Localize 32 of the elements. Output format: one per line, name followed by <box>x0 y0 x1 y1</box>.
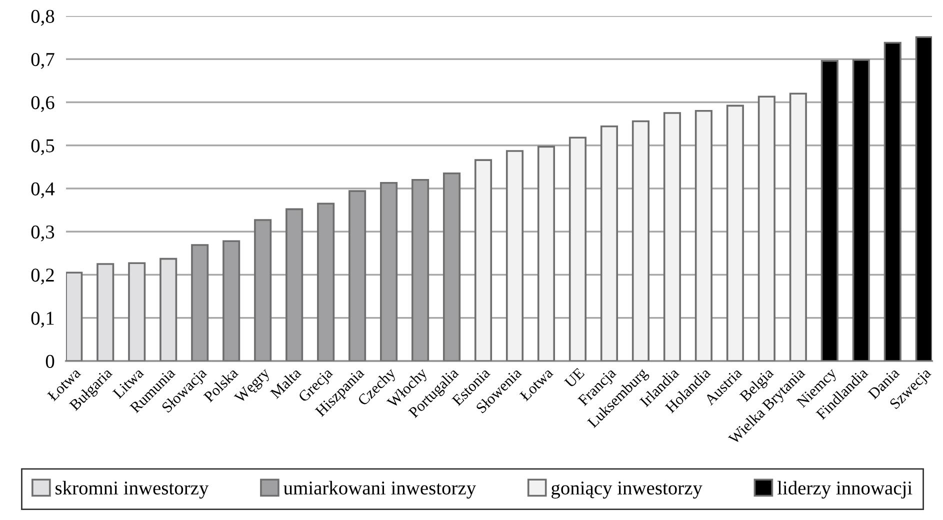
y-tick-label: 0,5 <box>31 139 54 156</box>
y-tick-label: 0,1 <box>31 312 54 328</box>
legend-label: umiarkowani inwestorzy <box>284 480 476 499</box>
bar <box>852 59 870 361</box>
y-tick-label: 0,4 <box>31 182 55 198</box>
y-tick-label: 0,6 <box>31 96 54 112</box>
bar <box>758 96 776 361</box>
y-tick-label: 0,7 <box>31 52 54 69</box>
bar <box>128 262 146 361</box>
y-tick-label: 0,3 <box>31 225 54 242</box>
bar <box>820 60 838 361</box>
bar <box>632 120 650 361</box>
y-tick-label: 0,2 <box>31 268 54 284</box>
bar <box>474 159 492 361</box>
legend-label: skromni inwestorzy <box>56 480 209 499</box>
y-tick-label: 0 <box>46 354 54 368</box>
bar <box>694 110 712 361</box>
legend-label: liderzy innowacji <box>777 480 912 499</box>
bar <box>726 104 744 361</box>
bar <box>789 92 807 361</box>
bar <box>506 150 524 361</box>
bar <box>96 263 114 361</box>
bar <box>66 272 83 361</box>
bar <box>600 125 618 361</box>
legend-label: goniący inwestorzy <box>552 482 702 499</box>
bar <box>884 42 902 361</box>
bar <box>568 136 587 361</box>
bar <box>160 258 178 361</box>
bar <box>663 112 681 361</box>
y-tick-label: 0,8 <box>31 10 54 26</box>
bar <box>537 146 556 361</box>
bar <box>915 36 932 361</box>
